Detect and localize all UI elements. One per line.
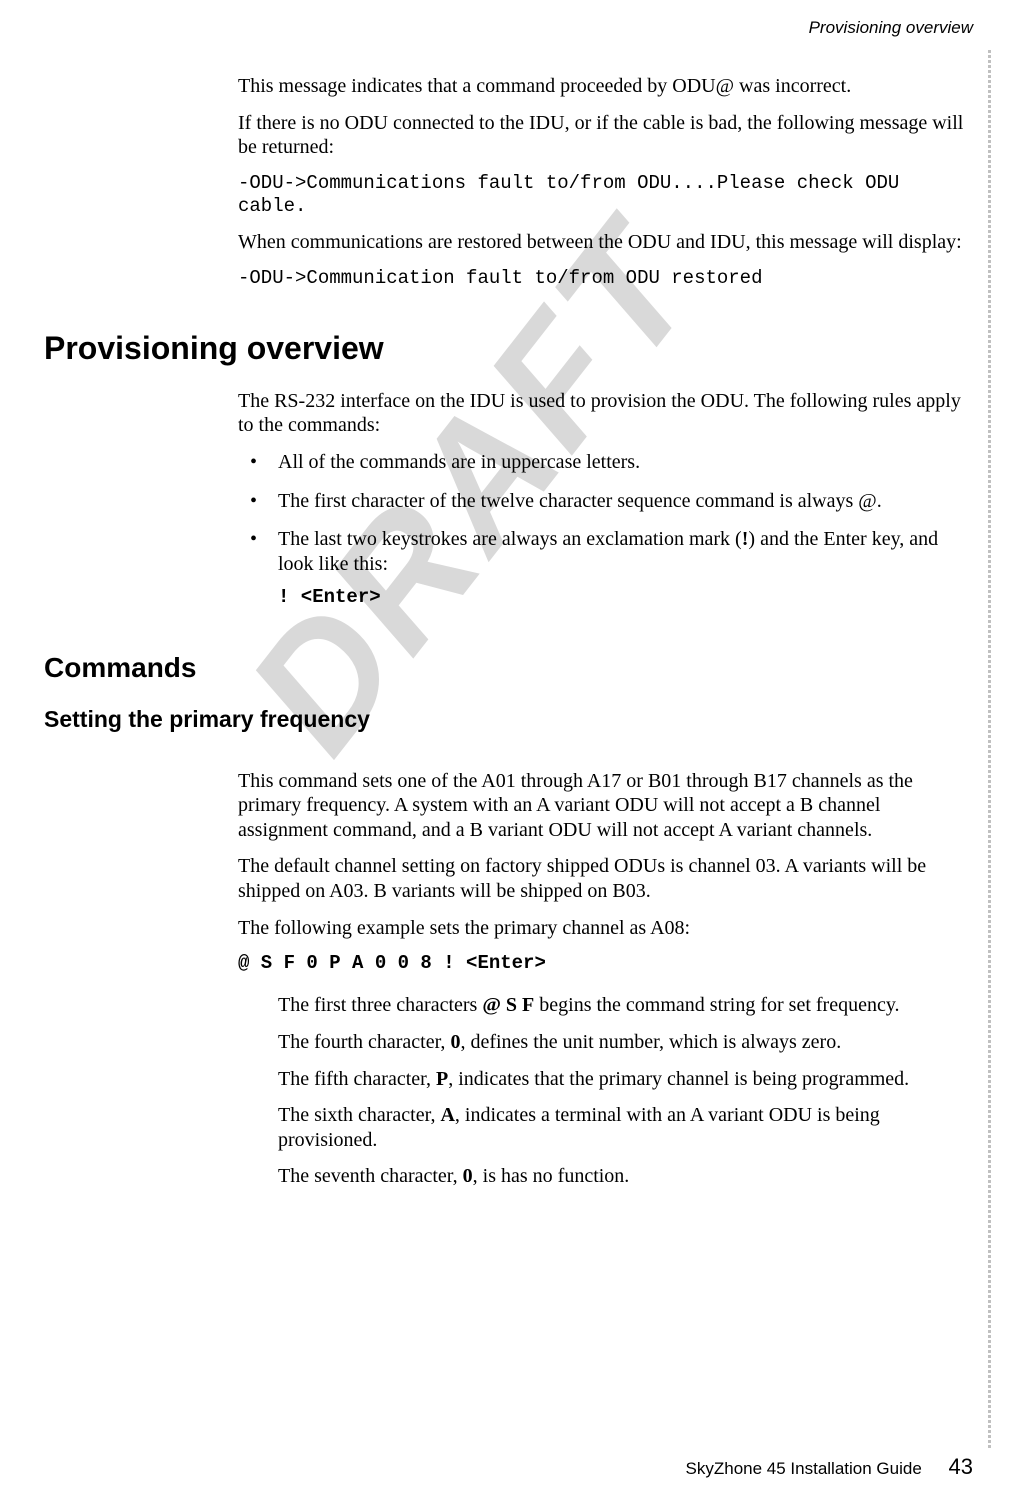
command-example: @ S F 0 P A 0 0 8 ! <Enter> bbox=[238, 952, 965, 975]
body-paragraph: The default channel setting on factory s… bbox=[238, 854, 965, 903]
bold-run: @ S F bbox=[482, 994, 534, 1016]
body-paragraph: The sixth character, A, indicates a term… bbox=[278, 1103, 965, 1152]
code-line: -ODU->Communication fault to/from ODU re… bbox=[238, 267, 965, 290]
body-paragraph: When communications are restored between… bbox=[238, 230, 965, 255]
body-paragraph: This message indicates that a command pr… bbox=[238, 74, 965, 99]
bullet-list: All of the commands are in uppercase let… bbox=[238, 450, 965, 610]
bold-run: 0 bbox=[450, 1031, 460, 1053]
body-paragraph: The RS-232 interface on the IDU is used … bbox=[238, 389, 965, 438]
heading-commands: Commands bbox=[44, 652, 965, 684]
bold-run: A bbox=[440, 1104, 454, 1126]
text-run: , is has no function. bbox=[473, 1165, 630, 1187]
footer: SkyZhone 45 Installation Guide 43 bbox=[686, 1454, 973, 1480]
text-run: The seventh character, bbox=[278, 1165, 463, 1187]
body-paragraph: The fifth character, P, indicates that t… bbox=[278, 1067, 965, 1092]
cmds-block: This command sets one of the A01 through… bbox=[238, 769, 965, 976]
body-paragraph: The following example sets the primary c… bbox=[238, 916, 965, 941]
list-item-text: All of the commands are in uppercase let… bbox=[278, 451, 640, 473]
heading-setting-primary-frequency: Setting the primary frequency bbox=[44, 706, 965, 733]
body-paragraph: The seventh character, 0, is has no func… bbox=[278, 1164, 965, 1189]
text-run: The fourth character, bbox=[278, 1031, 450, 1053]
footer-guide-name: SkyZhone 45 Installation Guide bbox=[686, 1459, 922, 1478]
explain-block: The first three characters @ S F begins … bbox=[278, 993, 965, 1189]
text-run: , indicates that the primary channel is … bbox=[448, 1068, 909, 1090]
text-run: The sixth character, bbox=[278, 1104, 440, 1126]
page: DRAFT Provisioning overview This message… bbox=[0, 0, 1033, 1502]
bold-run: 0 bbox=[463, 1165, 473, 1187]
body-paragraph: This command sets one of the A01 through… bbox=[238, 769, 965, 843]
content-area: This message indicates that a command pr… bbox=[0, 0, 1033, 1189]
text-run: The last two keystrokes are always an ex… bbox=[278, 528, 742, 550]
list-item: The first character of the twelve charac… bbox=[238, 489, 965, 514]
code-line-bold: ! <Enter> bbox=[278, 586, 965, 609]
list-item: All of the commands are in uppercase let… bbox=[238, 450, 965, 475]
list-item-text: The first character of the twelve charac… bbox=[278, 490, 882, 512]
prov-block: The RS-232 interface on the IDU is used … bbox=[238, 389, 965, 610]
body-paragraph: If there is no ODU connected to the IDU,… bbox=[238, 111, 965, 160]
text-run: The first three characters bbox=[278, 994, 482, 1016]
body-paragraph: The fourth character, 0, defines the uni… bbox=[278, 1030, 965, 1055]
bold-run: P bbox=[436, 1068, 448, 1090]
text-run: The fifth character, bbox=[278, 1068, 436, 1090]
intro-block: This message indicates that a command pr… bbox=[238, 74, 965, 290]
text-run: begins the command string for set freque… bbox=[534, 994, 899, 1016]
footer-page-number: 43 bbox=[949, 1454, 973, 1479]
list-item: The last two keystrokes are always an ex… bbox=[238, 527, 965, 609]
list-item-text: The last two keystrokes are always an ex… bbox=[278, 528, 938, 575]
text-run: , defines the unit number, which is alwa… bbox=[460, 1031, 841, 1053]
heading-provisioning-overview: Provisioning overview bbox=[44, 330, 965, 367]
code-line: -ODU->Communications fault to/from ODU..… bbox=[238, 172, 965, 218]
body-paragraph: The first three characters @ S F begins … bbox=[278, 993, 965, 1018]
